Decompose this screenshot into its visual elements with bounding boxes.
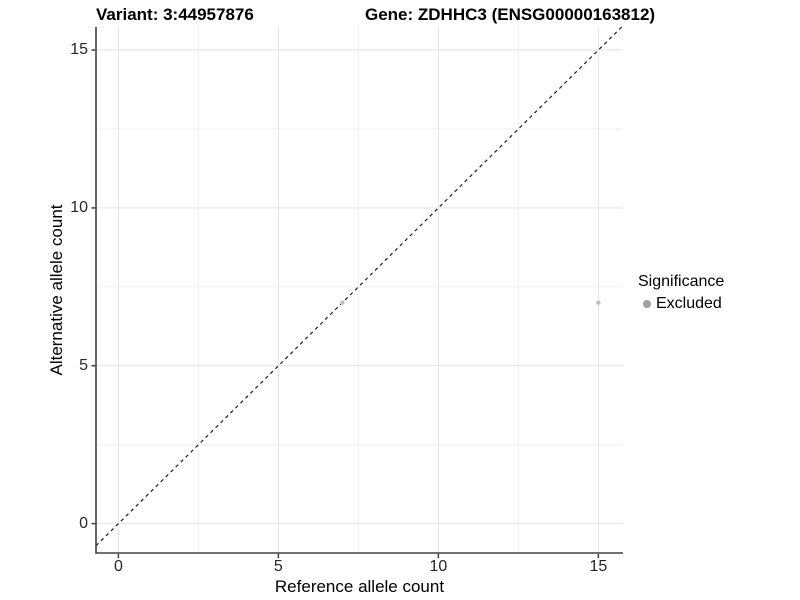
legend-items: Excluded: [638, 295, 724, 313]
y-tick-label: 5: [79, 356, 88, 374]
y-tick-label: 10: [70, 198, 88, 216]
data-points: [340, 300, 601, 305]
y-tick-label: 15: [70, 41, 88, 59]
x-tick-label: 10: [429, 558, 448, 575]
legend-title: Significance: [638, 273, 725, 290]
grid-minor: [96, 27, 623, 553]
y-tick-label: 0: [79, 514, 88, 532]
data-point: [340, 300, 345, 305]
x-tick-label: 5: [273, 558, 283, 575]
tick-marks: [91, 49, 600, 559]
x-tick-label: 0: [113, 558, 123, 575]
legend-item-label: Excluded: [656, 295, 722, 312]
x-axis-title: Reference allele count: [274, 577, 445, 596]
legend: Significance Excluded: [638, 273, 724, 313]
plot-title-variant: Variant: 3:44957876: [96, 5, 254, 24]
legend-key-dot-icon: [643, 300, 651, 308]
data-point: [596, 300, 601, 305]
y-axis-title: Alternative allele count: [47, 204, 66, 376]
x-tick-label: 15: [589, 558, 608, 575]
legend-item: Excluded: [638, 295, 724, 313]
grid-major: [96, 27, 623, 553]
axis-lines: [95, 27, 623, 554]
plot-title-gene: Gene: ZDHHC3 (ENSG00000163812): [365, 5, 656, 24]
